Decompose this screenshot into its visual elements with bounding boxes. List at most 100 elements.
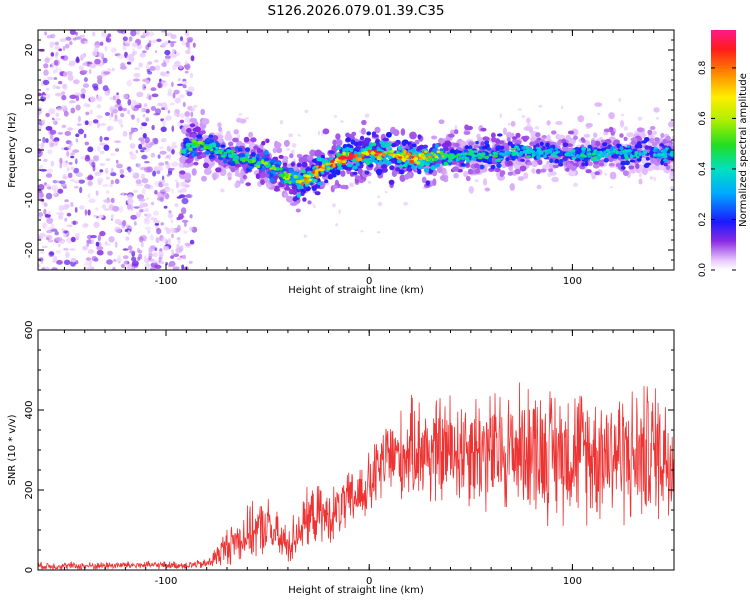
noise-blob — [104, 46, 108, 52]
signal-blob — [409, 159, 415, 164]
signal-blob — [327, 162, 332, 166]
noise-blob — [40, 169, 47, 172]
noise-blob — [160, 261, 165, 265]
signal-blob — [316, 156, 322, 162]
noise-blob — [93, 86, 99, 91]
signal-blob — [255, 173, 260, 180]
noise-blob — [136, 194, 145, 200]
signal-blob — [196, 134, 203, 139]
noise-blob — [120, 263, 126, 269]
noise-blob — [38, 108, 43, 115]
noise-blob — [176, 243, 180, 249]
noise-blob — [64, 199, 69, 203]
signal-blob — [434, 163, 441, 167]
noise-blob — [103, 71, 111, 75]
noise-blob — [62, 84, 67, 89]
signal-blob — [355, 146, 362, 151]
signal-blob — [208, 154, 215, 159]
noise-blob — [107, 33, 112, 38]
signal-blob — [422, 156, 426, 160]
noise-blob — [168, 260, 176, 267]
signal-blob — [228, 153, 232, 157]
noise-blob — [85, 111, 90, 116]
noise-blob — [183, 230, 188, 235]
signal-blob — [499, 145, 505, 150]
noise-blob — [68, 162, 73, 165]
noise-blob — [313, 205, 316, 209]
signal-blob — [315, 175, 320, 179]
noise-blob — [75, 172, 83, 178]
noise-blob — [131, 42, 138, 48]
signal-blob — [571, 156, 577, 160]
noise-blob — [67, 172, 73, 179]
signal-blob — [296, 162, 302, 168]
signal-blob — [245, 157, 250, 162]
noise-blob — [110, 47, 117, 53]
signal-blob — [287, 176, 291, 180]
noise-blob — [116, 103, 123, 107]
noise-blob — [133, 67, 141, 70]
signal-blob — [305, 180, 310, 185]
noise-blob — [95, 241, 100, 247]
noise-blob — [66, 167, 70, 172]
noise-blob — [130, 214, 138, 220]
signal-blob — [636, 155, 640, 159]
noise-blob — [138, 143, 143, 150]
signal-blob — [510, 148, 516, 151]
noise-blob — [507, 122, 511, 126]
noise-blob — [65, 251, 70, 259]
signal-blob — [432, 157, 439, 161]
noise-blob — [110, 214, 115, 219]
signal-blob — [179, 156, 187, 164]
signal-blob — [674, 165, 679, 172]
noise-blob — [112, 205, 120, 212]
noise-blob — [156, 170, 161, 175]
signal-blob — [267, 170, 272, 175]
noise-blob — [131, 51, 136, 57]
signal-blob — [460, 140, 466, 147]
signal-blob — [561, 145, 566, 151]
signal-blob — [594, 158, 599, 162]
signal-blob — [397, 145, 403, 151]
signal-blob — [349, 147, 354, 153]
signal-blob — [527, 161, 532, 166]
signal-blob — [555, 147, 559, 151]
signal-blob — [365, 160, 371, 166]
signal-blob — [467, 152, 473, 156]
signal-blob — [430, 151, 434, 155]
signal-blob — [391, 169, 397, 177]
signal-blob — [345, 132, 350, 138]
noise-blob — [122, 255, 129, 260]
signal-blob — [483, 178, 487, 186]
signal-blob — [227, 172, 232, 178]
noise-blob — [44, 266, 50, 270]
signal-blob — [352, 171, 358, 176]
noise-blob — [128, 245, 133, 251]
noise-blob — [164, 41, 169, 46]
noise-blob — [214, 132, 220, 135]
noise-blob — [150, 152, 156, 158]
noise-blob — [59, 180, 66, 185]
noise-blob — [157, 82, 164, 89]
noise-blob — [161, 237, 168, 244]
signal-blob — [460, 152, 466, 156]
signal-blob — [384, 143, 391, 148]
noise-blob — [131, 260, 139, 267]
noise-blob — [70, 202, 74, 207]
signal-blob — [321, 164, 325, 168]
noise-blob — [67, 127, 74, 131]
signal-blob — [601, 147, 607, 152]
noise-blob — [157, 154, 161, 159]
signal-blob — [482, 136, 490, 141]
noise-blob — [180, 36, 183, 42]
noise-blob — [174, 108, 180, 114]
noise-blob — [454, 125, 458, 130]
signal-blob — [252, 156, 256, 160]
noise-blob — [84, 209, 88, 216]
signal-blob — [440, 175, 446, 181]
noise-blob — [220, 188, 225, 193]
noise-blob — [102, 184, 109, 187]
noise-blob — [188, 38, 193, 43]
noise-blob — [499, 113, 502, 118]
signal-blob — [347, 163, 353, 168]
